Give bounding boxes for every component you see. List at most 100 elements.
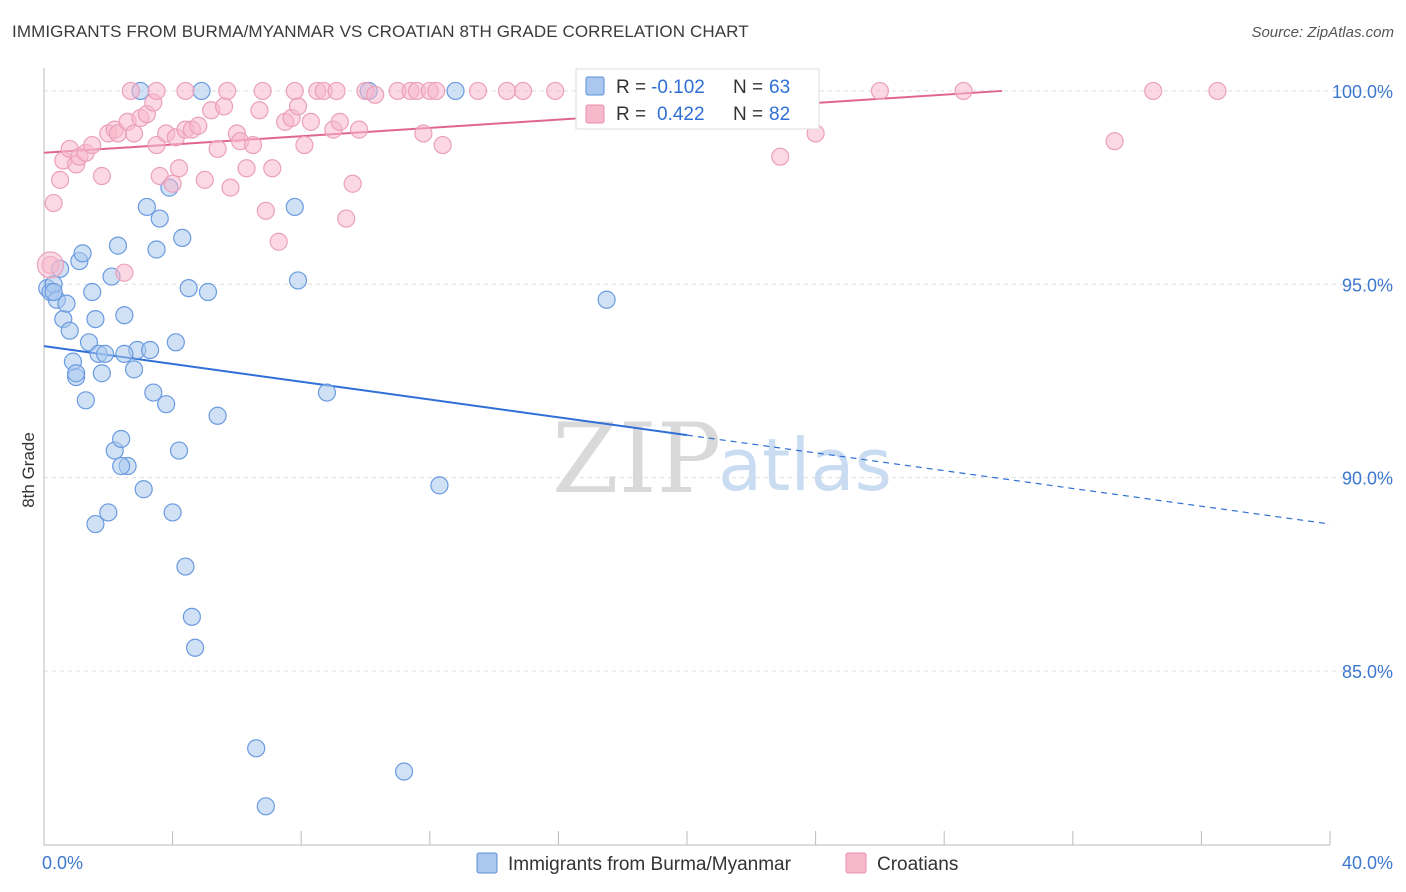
point-croatians [468,81,488,101]
point-croatians [285,81,304,101]
point-burma [57,294,76,313]
point-burma [79,333,99,352]
point-croatians [83,135,102,155]
point-burma [124,360,144,379]
point-croatians [497,81,517,101]
point-burma [430,476,449,495]
stats-n-value-blue: 63 [769,77,790,98]
point-croatians [176,81,195,101]
point-croatians [349,120,369,139]
point-burma [173,228,192,247]
point-croatians [208,139,227,159]
point-burma [288,271,308,290]
point-burma [163,503,182,522]
axes: 85.0% 90.0% 95.0% 100.0% [43,68,1393,846]
point-burma [137,197,156,217]
chart-title: IMMIGRANTS FROM BURMA/MYANMAR VS CROATIA… [12,22,749,41]
point-croatians [250,101,269,120]
point-burma [247,739,266,758]
point-burma [99,503,118,522]
point-croatians-large [36,251,65,279]
trend-lines [43,89,1331,525]
stats-r-label-blue: R = [616,77,646,98]
point-burma [176,557,195,576]
stats-n-label-blue: N = [733,77,763,98]
point-burma [597,290,616,309]
point-croatians [1105,132,1124,151]
point-croatians [256,201,275,220]
point-burma [166,333,185,352]
stats-box-frame [575,68,820,130]
point-croatians [92,166,111,186]
point-burma [112,456,131,476]
point-croatians [121,81,140,101]
point-burma [95,344,115,363]
point-burma [86,309,105,329]
point-burma [44,282,63,302]
point-croatians [195,170,214,189]
point-burma [198,282,218,302]
point-burma [134,480,153,499]
stats-swatch-pink [585,104,605,124]
stats-n-value-pink: 82 [769,104,790,125]
point-croatians [147,135,166,155]
point-burma [83,282,102,302]
point-croatians [546,81,565,101]
point-burma [446,81,465,101]
point-croatians [147,81,166,101]
point-burma [179,279,198,298]
x-tick-label-min: 0.0% [42,853,83,873]
point-croatians [221,178,240,197]
point-burma [115,344,134,363]
point-croatians [237,159,256,178]
source-label: Source: ZipAtlas.com [1251,24,1394,41]
point-croatians [50,170,70,189]
point-burma [73,244,92,263]
point-croatians [115,263,134,282]
point-burma [285,197,304,217]
point-croatians [124,124,144,143]
point-croatians [263,159,282,178]
point-croatians [189,116,208,135]
point-croatians [243,135,263,155]
stats-swatch-blue [585,76,605,96]
point-croatians [330,112,349,131]
point-croatians [1144,81,1163,101]
y-tick-label: 90.0% [1342,469,1393,489]
point-burma [60,321,79,340]
trend-line-burma [43,345,688,437]
trend-line-croatians [43,89,1003,154]
watermark-atlas: atlas [718,423,892,507]
y-tick-label: 95.0% [1342,275,1393,295]
point-burma [186,638,205,657]
point-croatians [301,112,320,131]
point-croatians [214,97,234,116]
point-burma [108,236,128,255]
point-croatians [169,159,189,178]
point-croatians [366,85,385,104]
point-burma [150,209,169,228]
point-burma [208,406,227,425]
point-croatians [44,193,63,213]
point-croatians [253,81,272,101]
point-croatians [954,81,973,101]
legend: Immigrants from Burma/Myanmar Croatians [476,852,958,875]
point-burma [157,395,176,414]
point-burma [394,762,414,781]
legend-label-burma: Immigrants from Burma/Myanmar [508,854,792,875]
stats-r-value-pink: 0.422 [657,104,705,125]
stats-r-label-pink: R = [616,104,646,125]
point-croatians [1208,81,1227,101]
point-burma [140,340,160,360]
point-croatians [343,174,362,193]
y-tick-label: 85.0% [1342,662,1393,682]
point-burma [115,306,134,325]
watermark-zip: ZIP [552,403,721,515]
point-croatians [427,81,446,101]
point-burma [67,364,86,383]
gridlines [44,90,1393,672]
stats-n-label-pink: N = [733,104,763,125]
stats-r-value-blue: -0.102 [651,77,705,98]
y-tick-label: 100.0% [1332,82,1393,102]
